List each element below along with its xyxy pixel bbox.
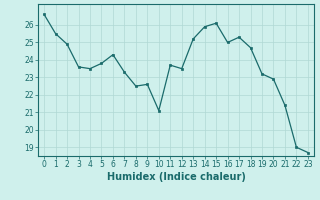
X-axis label: Humidex (Indice chaleur): Humidex (Indice chaleur)	[107, 172, 245, 182]
